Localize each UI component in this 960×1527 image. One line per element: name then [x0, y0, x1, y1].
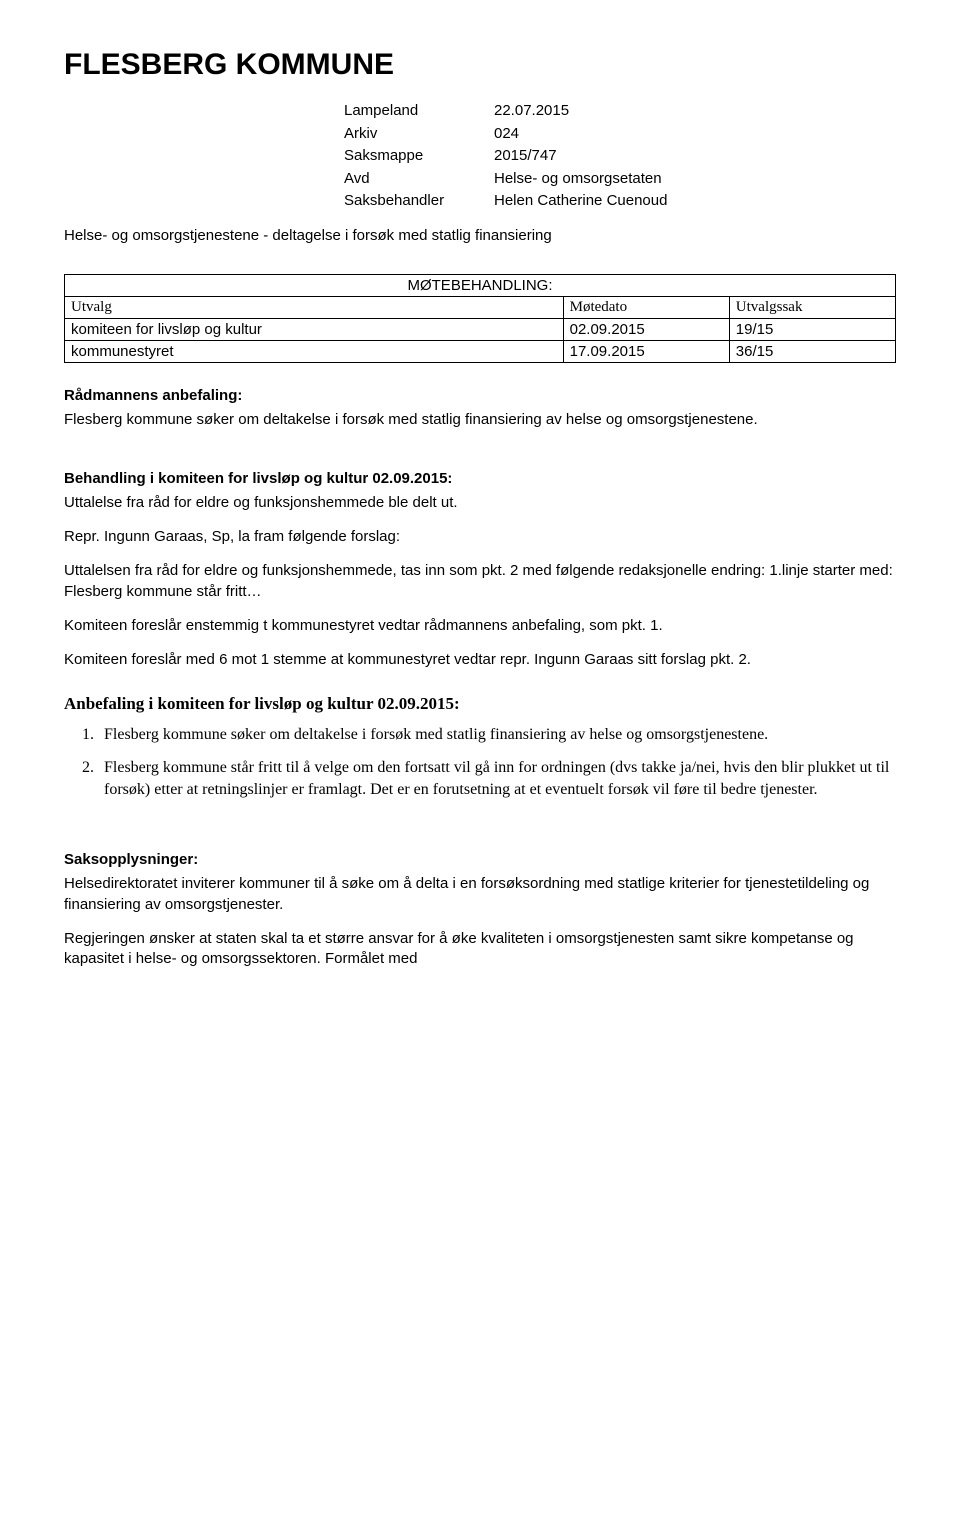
behandling-p1: Uttalelse fra råd for eldre og funksjons…	[64, 493, 896, 513]
cell-utvalg: kommunestyret	[65, 340, 564, 362]
behandling-heading: Behandling i komiteen for livsløp og kul…	[64, 470, 896, 487]
table-row: komiteen for livsløp og kultur 02.09.201…	[65, 318, 896, 340]
saksoppl-p2: Regjeringen ønsker at staten skal ta et …	[64, 929, 896, 970]
col-motedato: Møtedato	[563, 296, 729, 318]
meta-row: Avd Helse- og omsorgsetaten	[344, 168, 896, 191]
saksoppl-p1: Helsedirektoratet inviterer kommuner til…	[64, 874, 896, 915]
cell-sak: 36/15	[729, 340, 895, 362]
cell-utvalg: komiteen for livsløp og kultur	[65, 318, 564, 340]
table-top-header: MØTEBEHANDLING:	[65, 274, 896, 296]
anbefaling-heading: Anbefaling i komiteen for livsløp og kul…	[64, 694, 896, 714]
meta-block: Lampeland 22.07.2015 Arkiv 024 Saksmappe…	[344, 100, 896, 213]
cell-date: 17.09.2015	[563, 340, 729, 362]
meta-label-lampeland: Lampeland	[344, 100, 494, 123]
meta-label-arkiv: Arkiv	[344, 123, 494, 146]
subtitle: Helse- og omsorgstjenestene - deltagelse…	[64, 227, 896, 244]
cell-date: 02.09.2015	[563, 318, 729, 340]
saksoppl-heading: Saksopplysninger:	[64, 851, 896, 868]
meta-row: Arkiv 024	[344, 123, 896, 146]
radmannen-body: Flesberg kommune søker om deltakelse i f…	[64, 410, 896, 430]
table-column-headers: Utvalg Møtedato Utvalgssak	[65, 296, 896, 318]
meta-val-avd: Helse- og omsorgsetaten	[494, 168, 896, 191]
meta-val-lampeland: 22.07.2015	[494, 100, 896, 123]
meeting-table: MØTEBEHANDLING: Utvalg Møtedato Utvalgss…	[64, 274, 896, 363]
behandling-p5: Komiteen foreslår med 6 mot 1 stemme at …	[64, 650, 896, 670]
meta-label-avd: Avd	[344, 168, 494, 191]
col-utvalgssak: Utvalgssak	[729, 296, 895, 318]
behandling-p3: Uttalelsen fra råd for eldre og funksjon…	[64, 561, 896, 602]
meta-label-saksbehandler: Saksbehandler	[344, 190, 494, 213]
anbefaling-list: Flesberg kommune søker om deltakelse i f…	[64, 724, 896, 801]
meta-row: Saksbehandler Helen Catherine Cuenoud	[344, 190, 896, 213]
meta-val-arkiv: 024	[494, 123, 896, 146]
meta-label-saksmappe: Saksmappe	[344, 145, 494, 168]
page-title: FLESBERG KOMMUNE	[64, 48, 896, 82]
meta-row: Lampeland 22.07.2015	[344, 100, 896, 123]
document-page: FLESBERG KOMMUNE Lampeland 22.07.2015 Ar…	[0, 0, 960, 1047]
list-item: Flesberg kommune står fritt til å velge …	[98, 757, 896, 802]
list-item: Flesberg kommune søker om deltakelse i f…	[98, 724, 896, 746]
behandling-p2: Repr. Ingunn Garaas, Sp, la fram følgend…	[64, 527, 896, 547]
table-top-header-row: MØTEBEHANDLING:	[65, 274, 896, 296]
table-row: kommunestyret 17.09.2015 36/15	[65, 340, 896, 362]
radmannen-heading: Rådmannens anbefaling:	[64, 387, 896, 404]
cell-sak: 19/15	[729, 318, 895, 340]
meta-row: Saksmappe 2015/747	[344, 145, 896, 168]
meta-val-saksbehandler: Helen Catherine Cuenoud	[494, 190, 896, 213]
behandling-p4: Komiteen foreslår enstemmig t kommunesty…	[64, 616, 896, 636]
meta-val-saksmappe: 2015/747	[494, 145, 896, 168]
col-utvalg: Utvalg	[65, 296, 564, 318]
